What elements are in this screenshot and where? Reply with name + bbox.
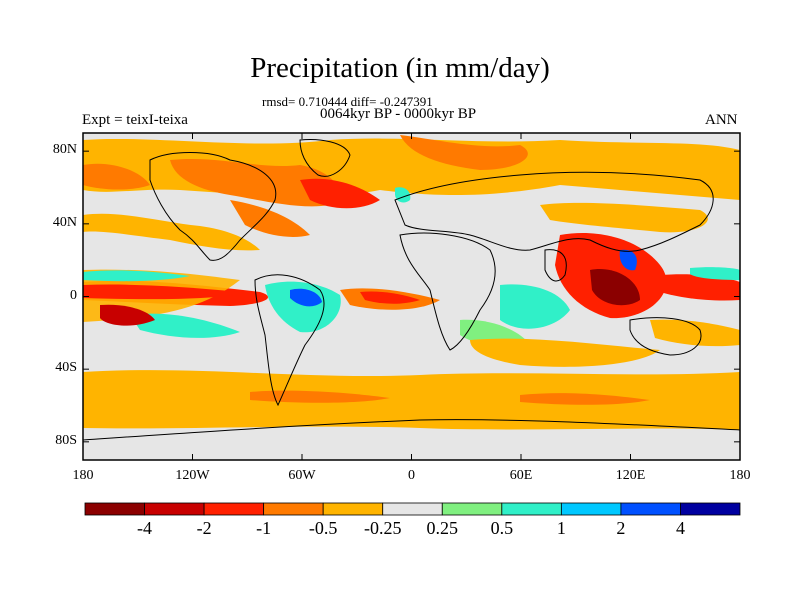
map-field	[83, 133, 740, 460]
north-atlantic-drying	[170, 158, 339, 207]
y-tick-label: 40S	[55, 360, 77, 376]
colorbar-bin	[560, 502, 622, 516]
south-china-sea-wetting	[619, 249, 637, 271]
indian-ocean-wetting	[500, 284, 570, 329]
south-indian-band	[470, 338, 660, 367]
period-line: 0064kyr BP - 0000kyr BP	[320, 106, 477, 122]
colorbar-bin	[620, 502, 681, 516]
colorbar-bin	[322, 502, 384, 516]
colorbar-label: 4	[675, 518, 685, 538]
south-pacific-wetting	[130, 313, 240, 338]
southern-ocean-band-strong	[250, 390, 390, 403]
colorbar-label: -2	[196, 518, 212, 538]
itcz-wetting	[83, 270, 190, 282]
tick-marks	[82, 133, 741, 460]
colorbar-label: 0.5	[490, 518, 514, 538]
colorbar-bin	[144, 502, 205, 516]
colorbar-label: 2	[616, 518, 626, 538]
season-label: ANN	[705, 112, 738, 128]
colorbar-bin	[441, 502, 503, 516]
x-tick-label: 120W	[175, 468, 210, 483]
west-pacific-drying	[660, 274, 740, 301]
x-tick-label: 120E	[615, 468, 646, 483]
experiment-label: Expt = teixI-teixa	[82, 112, 188, 128]
west-pacific-wetting	[690, 267, 740, 280]
coastlines	[83, 139, 740, 441]
colorbar-bin	[203, 502, 265, 516]
colorbar-bin	[263, 502, 324, 516]
north-atlantic-strong	[300, 178, 380, 209]
y-tick-label: 0	[70, 287, 77, 303]
y-tick-label: 80N	[52, 142, 77, 158]
colorbar-label: -0.25	[363, 518, 402, 538]
colorbar-label: 1	[556, 518, 566, 538]
colorbar-label: -4	[137, 518, 153, 538]
colorbar-label: 0.25	[426, 518, 459, 538]
maritime-continent-strong	[590, 269, 640, 306]
colorbar-bin	[501, 502, 562, 516]
stats-line: rmsd= 0.710444 diff= -0.247391	[262, 94, 433, 109]
y-tick-label: 40N	[52, 214, 77, 230]
colorbar-bin	[84, 502, 145, 516]
y-tick-label: 80S	[55, 432, 77, 448]
southern-ocean-band	[83, 370, 740, 430]
atlantic-strong-drying	[360, 291, 420, 304]
x-tick-label: 60E	[509, 468, 533, 483]
south-pacific-strong	[100, 304, 155, 326]
north-pacific-drying	[83, 163, 150, 190]
x-tick-label: 180	[729, 468, 751, 483]
x-tick-label: 60W	[288, 468, 316, 483]
amazon-strong-wetting	[290, 288, 322, 307]
x-tick-label: 0	[408, 468, 415, 483]
south-pacific-band	[650, 319, 740, 347]
colorbar-bin	[680, 502, 741, 516]
x-tick-label: 180	[72, 468, 94, 483]
colorbar	[84, 502, 741, 516]
north-pacific-band	[83, 213, 260, 251]
colorbar-label: -1	[256, 518, 272, 538]
colorbar-label: -0.5	[308, 518, 338, 538]
chart-title: Precipitation (in mm/day)	[250, 52, 550, 84]
arctic-drying	[400, 135, 528, 170]
gulf-stream-drying	[230, 200, 310, 237]
equatorial-pacific-core	[83, 284, 250, 300]
colorbar-bin	[382, 502, 443, 516]
asia-drying	[540, 202, 708, 233]
southern-ocean-band-strong	[520, 393, 650, 405]
